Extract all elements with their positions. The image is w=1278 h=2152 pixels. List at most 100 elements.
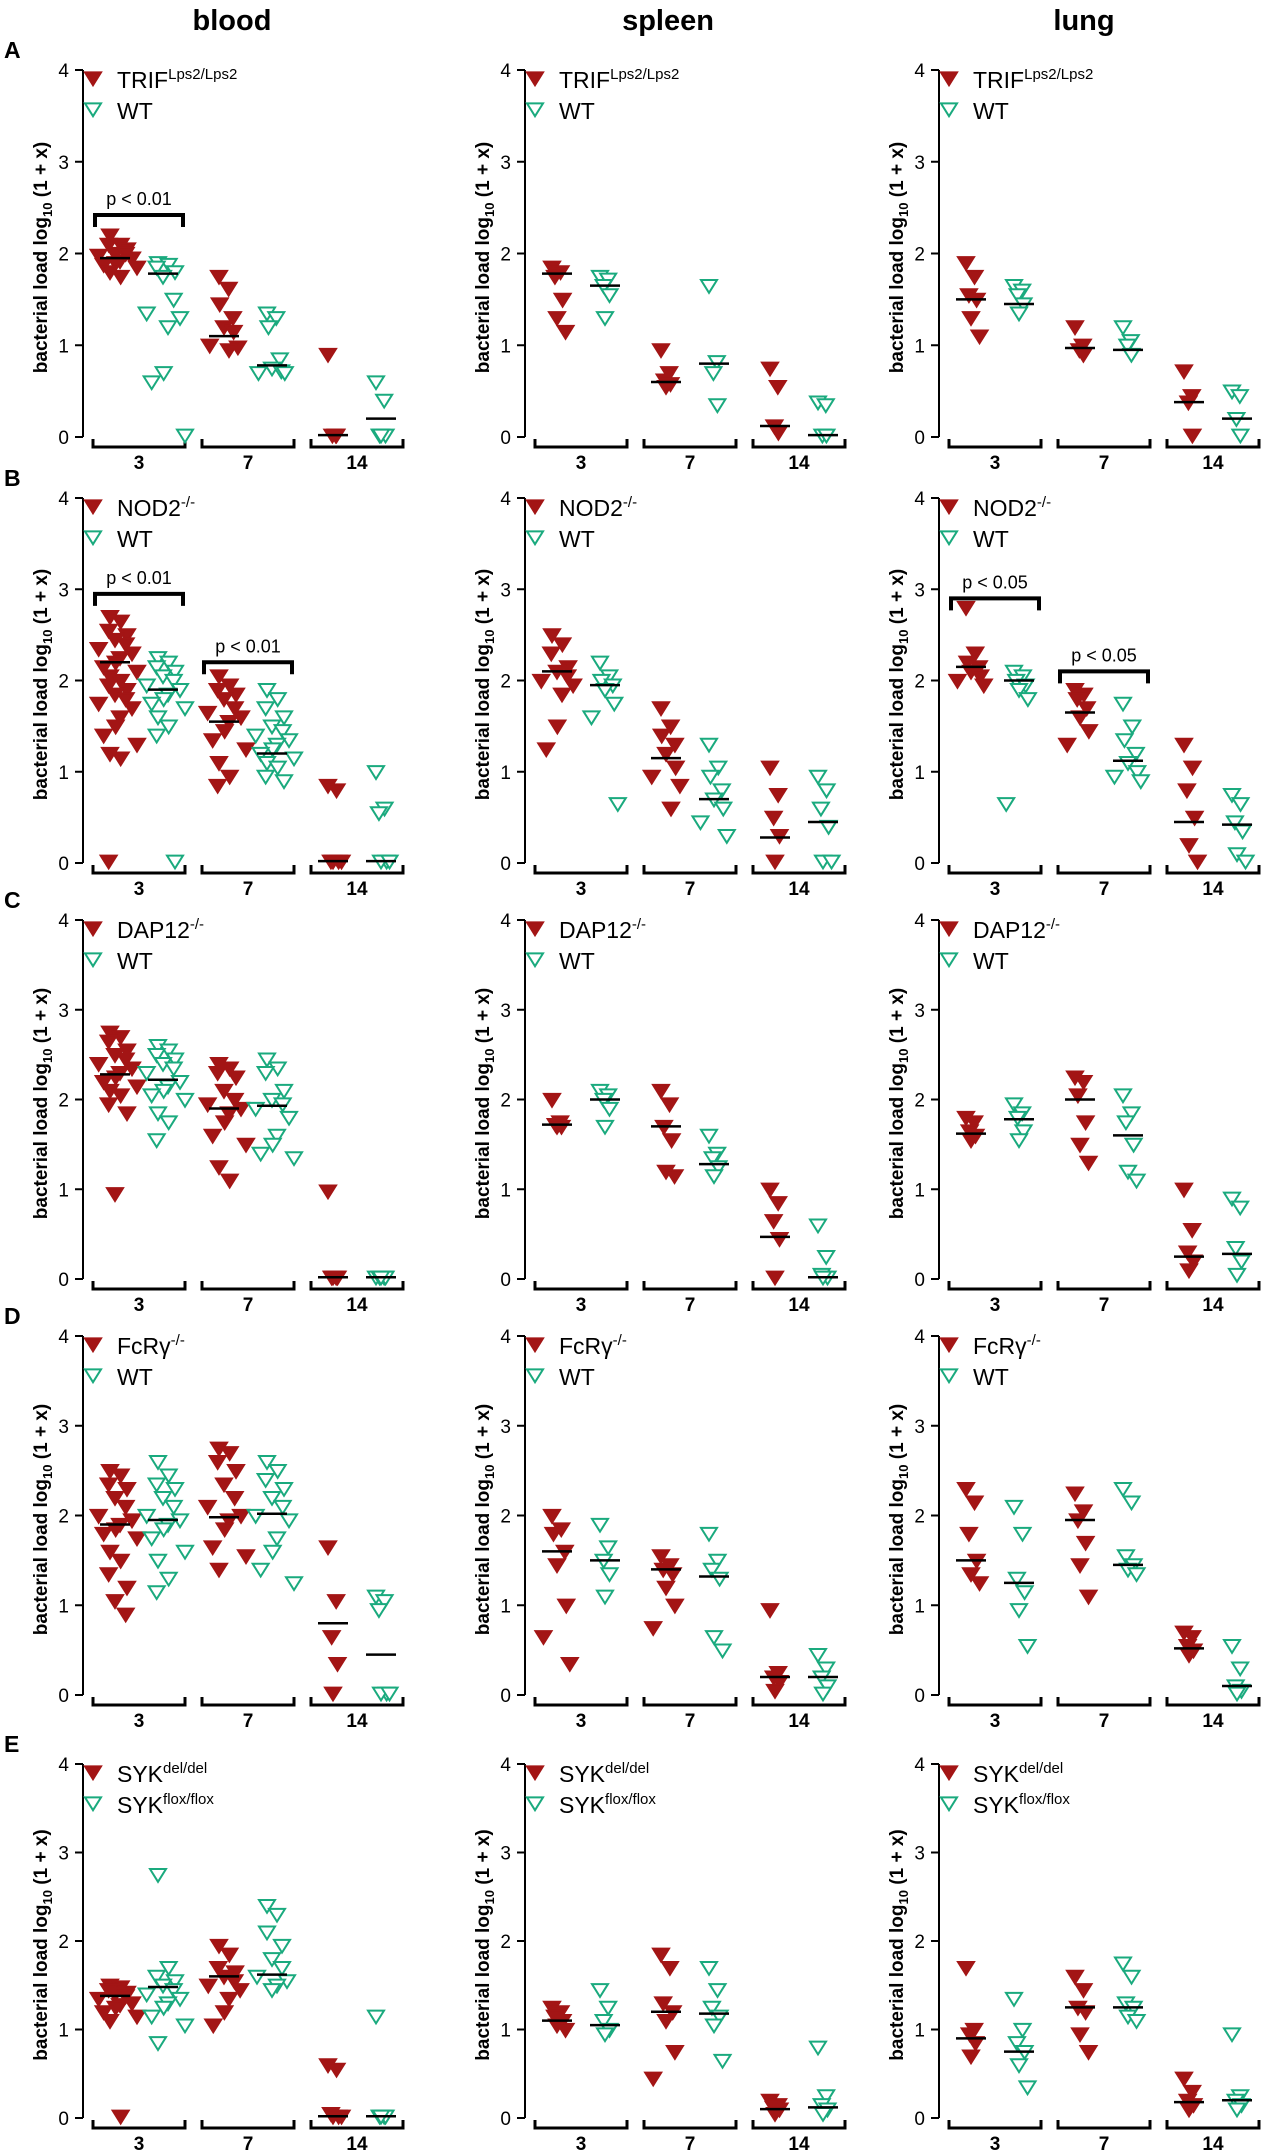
data-point-ko	[956, 600, 976, 617]
data-point-ko	[1179, 2102, 1199, 2119]
data-point-wt	[170, 311, 190, 327]
data-point-wt	[713, 801, 734, 818]
data-point-wt	[379, 1686, 400, 1703]
x-group-bracket	[533, 2120, 629, 2130]
legend-ko-marker	[525, 1765, 545, 1782]
data-point-wt	[175, 428, 195, 445]
data-point-wt	[267, 692, 288, 708]
legend-wt-marker	[525, 530, 545, 547]
data-point-wt	[1225, 1240, 1246, 1257]
y-tick-label: 1	[58, 336, 69, 357]
data-point-wt	[598, 1540, 618, 1556]
data-point-wt	[248, 366, 269, 382]
y-axis-title: bacterial load log10 (1 + x)	[887, 569, 911, 800]
data-point-wt	[158, 1960, 179, 1977]
data-point-ko	[93, 1526, 114, 1543]
data-point-wt	[371, 428, 391, 445]
data-point-wt	[175, 1544, 195, 1561]
x-tick-label: 7	[243, 2134, 254, 2152]
data-point-wt	[1113, 320, 1133, 336]
x-tick-label: 14	[788, 1295, 810, 1316]
legend-ko-marker	[939, 499, 959, 516]
data-point-ko	[93, 1074, 114, 1091]
data-point-wt	[1116, 1549, 1136, 1565]
data-point-wt	[148, 710, 168, 727]
y-tick-label: 1	[500, 1180, 511, 1201]
data-point-wt	[1230, 428, 1251, 445]
legend-ko-label: NOD2-/-	[973, 494, 1051, 521]
y-tick-label: 4	[914, 1327, 925, 1348]
data-point-ko	[110, 1468, 131, 1485]
data-point-wt	[279, 1513, 299, 1530]
legend-wt-label: WT	[973, 1364, 1009, 1390]
data-point-wt	[267, 760, 288, 777]
x-group-bracket	[947, 2120, 1043, 2130]
data-point-ko	[1075, 1535, 1096, 1552]
data-point-wt	[245, 728, 266, 745]
legend-wt-marker	[939, 1368, 959, 1385]
data-point-ko	[199, 338, 220, 355]
legend-ko-marker	[525, 499, 545, 516]
x-tick-label: 14	[1202, 879, 1224, 900]
data-point-ko	[643, 1621, 664, 1637]
data-point-ko	[318, 1184, 338, 1201]
data-point-wt	[590, 1517, 610, 1534]
x-tick-label: 7	[1099, 1711, 1110, 1732]
data-point-ko	[1070, 2027, 1090, 2044]
data-point-ko	[1078, 2045, 1099, 2061]
x-group-bracket	[200, 439, 296, 449]
y-axis-title: bacterial load log10 (1 + x)	[473, 142, 497, 373]
x-tick-label: 14	[346, 1711, 368, 1732]
data-point-wt	[148, 1868, 168, 1884]
data-point-ko	[651, 1083, 671, 1100]
legend-wt-marker	[83, 1368, 103, 1385]
data-point-wt	[1222, 1191, 1242, 1208]
data-point-wt	[1227, 2102, 1247, 2119]
data-point-ko	[947, 673, 968, 690]
data-point-wt	[255, 1473, 276, 1489]
data-point-wt	[1130, 774, 1151, 790]
data-point-wt	[811, 801, 831, 818]
data-point-wt	[250, 1562, 271, 1579]
data-point-wt	[258, 320, 279, 336]
y-tick-label: 4	[914, 61, 925, 82]
data-point-wt	[598, 2000, 618, 2017]
x-tick-label: 14	[1202, 1711, 1224, 1732]
data-point-ko	[563, 678, 583, 695]
data-point-ko	[207, 683, 228, 699]
legend-ko-label: TRIFLps2/Lps2	[117, 66, 237, 93]
data-point-wt	[1113, 696, 1133, 713]
data-point-ko	[531, 673, 552, 690]
legend-ko-marker	[83, 921, 103, 938]
data-point-wt	[269, 352, 290, 369]
x-group-bracket	[533, 439, 629, 449]
y-tick-label: 2	[58, 245, 69, 266]
data-point-ko	[956, 1960, 976, 1977]
data-point-wt	[175, 701, 195, 717]
data-point-ko	[763, 1214, 784, 1230]
y-axis-title: bacterial load log10 (1 + x)	[473, 1404, 497, 1635]
data-point-wt	[267, 1907, 287, 1924]
x-group-bracket	[200, 2120, 296, 2130]
data-point-ko	[98, 678, 119, 695]
data-point-ko	[218, 281, 239, 298]
data-point-ko	[1065, 1969, 1085, 1986]
data-point-ko	[1182, 428, 1203, 445]
data-point-wt	[816, 1661, 836, 1678]
x-group-bracket	[642, 865, 738, 875]
panel-letter: A	[4, 37, 21, 63]
x-tick-label: 7	[685, 1295, 696, 1316]
data-point-wt	[175, 2018, 195, 2035]
legend-ko-marker	[83, 71, 103, 88]
data-point-ko	[105, 1490, 125, 1507]
panel-letter: E	[4, 1731, 19, 1757]
x-group-bracket	[1056, 865, 1152, 875]
x-tick-label: 3	[134, 2134, 145, 2152]
data-point-wt	[1222, 787, 1242, 804]
data-point-wt	[1017, 2080, 1038, 2097]
y-tick-label: 4	[500, 1755, 511, 1776]
data-point-wt	[158, 320, 178, 336]
